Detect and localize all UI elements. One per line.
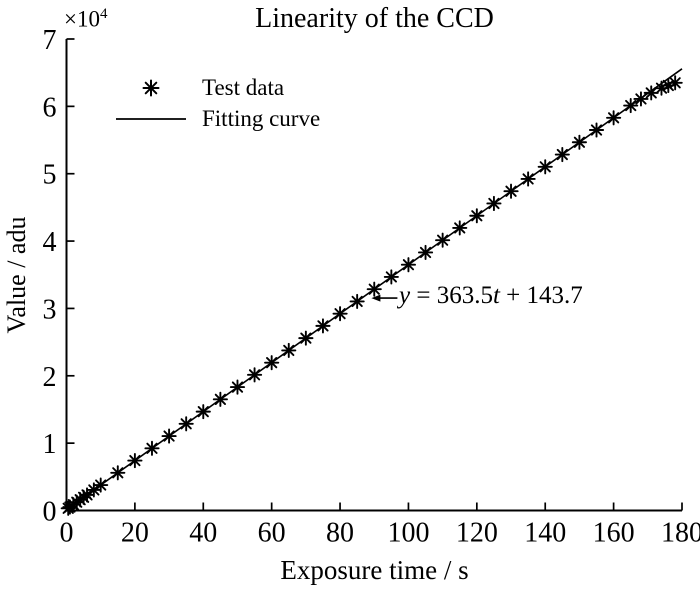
asterisk-marker-icon — [112, 77, 190, 99]
y-axis-ticks: 0 1 2 3 4 5 6 7 — [43, 25, 75, 528]
y-axis-multiplier: ×104 — [64, 1, 107, 33]
y-tick-label: 4 — [43, 227, 57, 258]
x-tick-label: 60 — [258, 518, 286, 549]
x-tick-label: 140 — [524, 518, 566, 549]
y-tick-label: 5 — [43, 160, 57, 191]
equation-var-t: t — [492, 282, 500, 309]
chart-title: Linearity of the CCD — [255, 3, 494, 34]
y-tick-label: 7 — [43, 25, 57, 56]
multiplier-base: ×10 — [64, 6, 100, 32]
y-tick-label: 2 — [43, 362, 57, 393]
y-tick-label: 0 — [43, 497, 57, 528]
equation-slope: 363.5 — [436, 282, 493, 309]
legend: Test data Fitting curve — [112, 72, 320, 134]
x-tick-label: 40 — [189, 518, 217, 549]
y-tick-label: 1 — [43, 429, 57, 460]
y-tick-label: 6 — [43, 92, 57, 123]
line-marker-icon — [112, 116, 190, 122]
legend-label-fitting-curve: Fitting curve — [202, 105, 321, 131]
fit-equation-annotation: y = 363.5t + 143.7 — [399, 281, 583, 311]
x-tick-label: 0 — [60, 518, 74, 549]
y-axis-label: Value / adu — [2, 216, 31, 334]
annotation-arrow-head — [371, 294, 381, 302]
equation-equals: = — [410, 282, 437, 309]
legend-item-fitting-curve: Fitting curve — [112, 103, 320, 134]
multiplier-exponent: 4 — [99, 6, 108, 22]
x-tick-label: 120 — [456, 518, 498, 549]
equation-intercept: 143.7 — [526, 282, 583, 309]
x-tick-label: 80 — [326, 518, 354, 549]
x-tick-label: 100 — [387, 518, 429, 549]
x-axis-label: Exposure time / s — [280, 555, 469, 585]
x-tick-label: 180 — [661, 518, 700, 549]
legend-label-test-data: Test data — [202, 74, 285, 100]
test-data-markers — [60, 75, 683, 516]
y-tick-label: 3 — [43, 294, 57, 325]
equation-plus: + — [499, 282, 527, 309]
legend-item-test-data: Test data — [112, 72, 320, 103]
x-axis-ticks: 0 20 40 60 80 100 120 140 160 180 — [60, 502, 700, 549]
x-tick-label: 20 — [121, 518, 149, 549]
equation-var-y: y — [399, 282, 411, 309]
x-tick-label: 160 — [593, 518, 635, 549]
